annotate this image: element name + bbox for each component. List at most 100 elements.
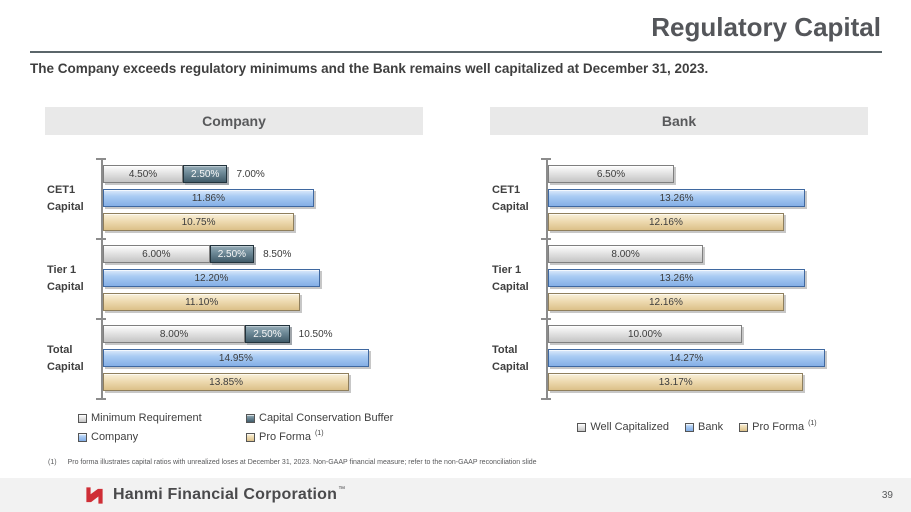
category-label: Tier 1 Capital bbox=[492, 262, 540, 296]
footnote: (1) Pro forma illustrates capital ratios… bbox=[48, 459, 537, 466]
category-label-line: Capital bbox=[492, 361, 529, 373]
company-bar: 11.86% bbox=[103, 189, 314, 207]
category-label-line: Tier 1 bbox=[492, 263, 522, 276]
well-capitalized-bar-row: 8.00% bbox=[548, 245, 868, 263]
legend-label: Well Capitalized bbox=[590, 421, 670, 433]
company-legend: Minimum Requirement Capital Conservation … bbox=[45, 412, 423, 443]
bank-bar: 13.26% bbox=[548, 189, 806, 207]
well-capitalized-bar-row: 10.00% bbox=[548, 325, 868, 343]
stacked-bar-row: 6.00% 2.50% 8.50% bbox=[103, 245, 423, 263]
stacked-total-label: 10.50% bbox=[298, 328, 333, 340]
pro-forma-bar-row: 13.17% bbox=[548, 373, 868, 391]
category-label-line: Capital bbox=[47, 361, 84, 373]
pro-forma-bar: 10.75% bbox=[103, 213, 295, 231]
legend-label: Minimum Requirement bbox=[91, 412, 202, 424]
legend-label: Bank bbox=[698, 421, 724, 433]
company-bar-row: 11.86% bbox=[103, 189, 423, 207]
bank-panel-header: Bank bbox=[490, 107, 868, 135]
company-panel-title: Company bbox=[202, 113, 266, 129]
legend-label: Company bbox=[91, 431, 139, 443]
legend-swatch-pro-forma bbox=[739, 422, 749, 432]
category-label-line: Total bbox=[47, 343, 73, 356]
company-bar-row: 14.95% bbox=[103, 349, 423, 367]
pro-forma-bar: 12.16% bbox=[548, 213, 784, 231]
pro-forma-bar-row: 12.16% bbox=[548, 213, 868, 231]
legend-footnote-ref: (1) bbox=[808, 419, 817, 427]
well-capitalized-bar-row: 6.50% bbox=[548, 165, 868, 183]
pro-forma-bar-row: 10.75% bbox=[103, 213, 423, 231]
pro-forma-bar-row: 13.85% bbox=[103, 373, 423, 391]
company-chart: CET1 Capital 4.50% 2.50% 7.00% 11.86% 10.75% Ti… bbox=[45, 158, 423, 400]
capital-conservation-buffer-bar: 2.50% bbox=[209, 245, 255, 263]
well-capitalized-bar: 8.00% bbox=[548, 245, 704, 263]
legend-item-well-capitalized: Well Capitalized bbox=[577, 421, 669, 433]
category-label-line: CET1 bbox=[47, 183, 76, 196]
legend-swatch-company bbox=[78, 432, 87, 442]
stacked-total-label: 7.00% bbox=[236, 168, 265, 180]
legend-swatch-capital-conservation-buffer bbox=[246, 413, 255, 423]
minimum-requirement-bar: 6.00% bbox=[103, 245, 210, 263]
company-chart-panel: Company CET1 Capital 4.50% 2.50% 7.00% 11.86%… bbox=[45, 107, 423, 443]
legend-item-minimum-requirement: Minimum Requirement bbox=[78, 412, 246, 424]
legend-item-bank: Bank bbox=[685, 421, 723, 433]
legend-item-company: Company bbox=[78, 431, 246, 443]
legend-item-pro-forma: Pro Forma (1) bbox=[246, 430, 423, 443]
category-label-line: Tier 1 bbox=[47, 263, 77, 276]
footnote-text: Pro forma illustrates capital ratios wit… bbox=[67, 459, 537, 466]
bank-bar-row: 13.26% bbox=[548, 269, 868, 287]
bank-chart: CET1 Capital 6.50% 13.26% 12.16% Tier 1 Capita… bbox=[490, 158, 868, 400]
bank-bar: 13.26% bbox=[548, 269, 806, 287]
legend-item-pro-forma: Pro Forma (1) bbox=[739, 419, 817, 433]
legend-swatch-well-capitalized bbox=[577, 422, 587, 432]
company-bar: 14.95% bbox=[103, 349, 369, 367]
category-group-total-capital: Total Capital 8.00% 2.50% 10.50% 14.95% 13.85% bbox=[47, 318, 423, 399]
bank-legend: Well Capitalized Bank Pro Forma (1) bbox=[490, 419, 868, 433]
stacked-total-label: 8.50% bbox=[263, 248, 292, 260]
category-label: Tier 1 Capital bbox=[47, 262, 95, 296]
bank-plot: CET1 Capital 6.50% 13.26% 12.16% Tier 1 Capita… bbox=[492, 158, 868, 400]
capital-conservation-buffer-bar: 2.50% bbox=[245, 325, 290, 343]
footer-brand: Hanmi Financial Corporation bbox=[113, 486, 338, 503]
footer-brand-trademark: ™ bbox=[338, 485, 346, 493]
legend-label: Capital Conservation Buffer bbox=[259, 412, 394, 424]
minimum-requirement-bar: 8.00% bbox=[103, 325, 246, 343]
category-label: CET1 Capital bbox=[47, 182, 95, 216]
pro-forma-bar: 12.16% bbox=[548, 293, 784, 311]
pro-forma-bar-row: 12.16% bbox=[548, 293, 868, 311]
bank-bar: 14.27% bbox=[548, 349, 825, 367]
company-bar-row: 12.20% bbox=[103, 269, 423, 287]
category-label-line: Capital bbox=[492, 281, 529, 293]
pro-forma-bar: 11.10% bbox=[103, 293, 301, 311]
well-capitalized-bar: 6.50% bbox=[548, 165, 675, 183]
footnote-marker: (1) bbox=[48, 459, 57, 466]
category-group-cet1-capital: CET1 Capital 6.50% 13.26% 12.16% bbox=[492, 158, 868, 239]
category-label-line: Capital bbox=[47, 281, 84, 293]
company-plot: CET1 Capital 4.50% 2.50% 7.00% 11.86% 10.75% Ti… bbox=[47, 158, 423, 400]
bank-bar-row: 14.27% bbox=[548, 349, 868, 367]
category-label: Total Capital bbox=[47, 342, 95, 376]
legend-swatch-bank bbox=[685, 422, 695, 432]
category-group-tier-1-capital: Tier 1 Capital 8.00% 13.26% 12.16% bbox=[492, 238, 868, 319]
legend-swatch-pro-forma bbox=[246, 432, 255, 442]
well-capitalized-bar: 10.00% bbox=[548, 325, 742, 343]
category-group-cet1-capital: CET1 Capital 4.50% 2.50% 7.00% 11.86% 10.75% bbox=[47, 158, 423, 239]
category-label-line: Capital bbox=[492, 201, 529, 213]
hanmi-logo-icon bbox=[84, 485, 105, 506]
pro-forma-bar: 13.85% bbox=[103, 373, 350, 391]
stacked-bar-row: 4.50% 2.50% 7.00% bbox=[103, 165, 423, 183]
page-number: 39 bbox=[881, 489, 893, 501]
legend-label: Pro Forma bbox=[259, 431, 311, 443]
category-label-line: Total bbox=[492, 343, 518, 356]
slide-subtitle: The Company exceeds regulatory minimums … bbox=[30, 61, 709, 76]
category-label: CET1 Capital bbox=[492, 182, 540, 216]
stacked-bar-row: 8.00% 2.50% 10.50% bbox=[103, 325, 423, 343]
title-divider bbox=[30, 51, 882, 53]
company-bar: 12.20% bbox=[103, 269, 320, 287]
category-label: Total Capital bbox=[492, 342, 540, 376]
legend-swatch-minimum-requirement bbox=[78, 413, 87, 423]
page-title: Regulatory Capital bbox=[651, 12, 881, 42]
bank-panel-title: Bank bbox=[661, 113, 697, 129]
capital-conservation-buffer-bar: 2.50% bbox=[183, 165, 228, 183]
